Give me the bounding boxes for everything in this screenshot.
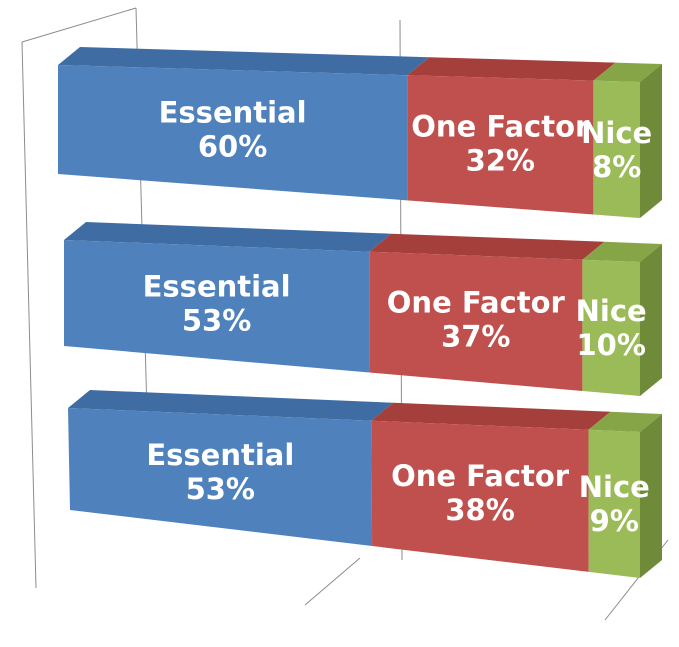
bar-segment-nice: [588, 429, 640, 578]
data-label-nice: Nice 9%: [579, 470, 650, 538]
data-label-one-factor: One Factor 38%: [391, 459, 570, 527]
bar-row-2: Essential 53% One Factor 37%Nice 10%: [64, 222, 662, 396]
bar-segment-top-one-factor: [371, 402, 611, 430]
chart-bars: Essential 60%One Factor 32%Nice 8%Essential…: [58, 47, 662, 578]
bar-segment-nice: [582, 259, 640, 396]
bar-segment-side-nice: [640, 244, 662, 396]
data-label-nice: Nice 10%: [576, 294, 647, 362]
bar-row-1: Essential 60% One Factor 32%Nice 8%: [58, 47, 662, 218]
bar-segment-essential: [64, 240, 370, 373]
bar-row-3: Essential 53% One Factor 38%Nice 9%: [68, 390, 662, 578]
bar-segment-essential: [58, 65, 408, 201]
wall-top-edge: [21, 7, 137, 43]
bar-segment-top-nice: [588, 411, 662, 432]
bar-segment-top-essential: [58, 47, 430, 76]
bar-segment-top-nice: [593, 62, 662, 82]
data-label-essential: Essential 60%: [159, 96, 307, 164]
data-label-nice: Nice 8%: [581, 116, 652, 184]
bar-segment-side-nice: [640, 64, 662, 218]
bar-segment-one-factor: [371, 420, 589, 572]
bar-segment-one-factor: [369, 251, 583, 391]
data-label-essential: Essential 53%: [143, 270, 291, 338]
bar-segment-top-one-factor: [407, 57, 616, 81]
data-label-one-factor: One Factor 37%: [387, 286, 566, 354]
bar-segment-top-one-factor: [369, 233, 605, 260]
bar-segment-side-nice: [640, 414, 662, 578]
bar-segment-essential: [68, 408, 373, 546]
bar-segment-top-essential: [68, 390, 394, 421]
wall-left-edge: [21, 41, 37, 589]
data-label-one-factor: One Factor 32%: [411, 110, 590, 178]
bar-segment-nice: [593, 80, 640, 218]
bar-segment-one-factor: [407, 75, 594, 215]
bar-segment-top-nice: [582, 241, 662, 262]
bar-segment-top-essential: [64, 222, 392, 252]
data-label-essential: Essential 53%: [146, 438, 294, 506]
floor-edge: [304, 557, 361, 606]
